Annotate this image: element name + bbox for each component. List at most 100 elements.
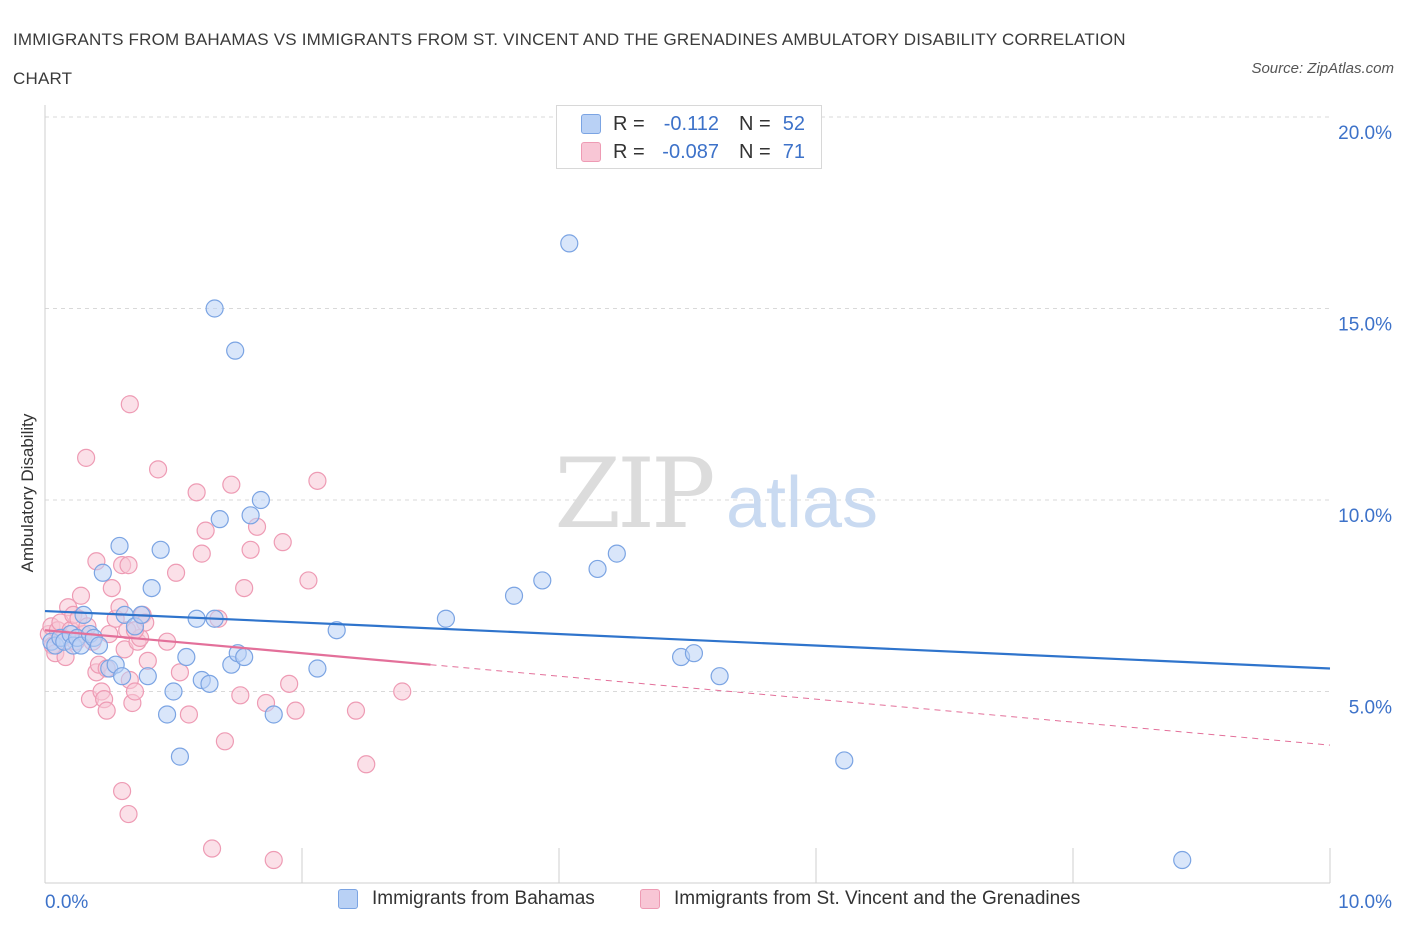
correlation-legend: R = -0.112 N = 52 R = -0.087 N = 71	[556, 105, 822, 169]
series-bahamas-points	[42, 234, 1192, 870]
data-point-svg	[102, 578, 121, 598]
data-point-bahamas	[327, 621, 346, 640]
data-point-bahamas	[74, 605, 93, 625]
y-axis-label: Ambulatory Disability	[18, 413, 37, 573]
data-point-bahamas	[164, 682, 183, 701]
chart-source: Source: ZipAtlas.com	[1251, 60, 1394, 77]
legend-swatch-blue	[338, 889, 358, 909]
chart-title: IMMIGRANTS FROM BAHAMAS VS IMMIGRANTS FR…	[13, 30, 1126, 88]
data-point-svg	[196, 521, 215, 540]
data-point-bahamas	[533, 571, 552, 590]
data-point-svg	[202, 839, 222, 858]
data-point-svg	[235, 578, 254, 598]
data-point-bahamas	[170, 747, 190, 766]
data-point-bahamas	[684, 644, 704, 663]
data-point-bahamas	[436, 609, 456, 628]
data-point-bahamas	[142, 578, 161, 598]
data-point-bahamas	[110, 536, 129, 556]
data-point-svg	[187, 483, 206, 502]
data-point-svg	[231, 686, 250, 705]
data-point-bahamas	[210, 510, 229, 529]
data-point-bahamas	[151, 540, 170, 559]
trend-line-bahamas	[44, 609, 1331, 670]
data-point-bahamas	[200, 674, 219, 693]
data-point-svg	[241, 540, 260, 559]
legend-item-bahamas: Immigrants from Bahamas	[338, 888, 595, 910]
data-point-svg	[264, 850, 283, 870]
series-legend: Immigrants from Bahamas Immigrants from …	[0, 888, 1406, 916]
legend-r-label: R =	[613, 140, 645, 163]
data-point-svg	[273, 533, 292, 552]
data-point-bahamas	[251, 490, 270, 510]
data-point-bahamas	[264, 705, 283, 724]
data-point-svg	[120, 395, 139, 414]
legend-swatch-blue	[581, 114, 601, 134]
data-point-bahamas	[588, 559, 607, 579]
legend-label-svg: Immigrants from St. Vincent and the Gren…	[674, 888, 1081, 909]
data-point-svg	[308, 471, 327, 490]
legend-r-label: R =	[613, 112, 645, 135]
data-point-svg	[148, 460, 168, 479]
data-point-svg	[77, 448, 96, 467]
data-point-svg	[179, 705, 199, 724]
data-point-bahamas	[607, 544, 626, 563]
data-point-bahamas	[112, 667, 132, 686]
data-point-svg	[286, 701, 305, 720]
data-point-svg	[346, 701, 366, 720]
watermark-zip: ZIP	[554, 438, 713, 550]
data-point-svg	[357, 755, 376, 774]
watermark: ZIP atlas	[554, 438, 878, 550]
data-point-bahamas	[308, 659, 327, 678]
data-point-svg	[166, 563, 186, 582]
data-point-bahamas	[205, 299, 224, 318]
data-point-svg	[393, 682, 412, 701]
data-point-bahamas	[504, 586, 524, 605]
x-tick-label: 0.0%	[45, 892, 88, 913]
data-point-bahamas	[835, 751, 854, 770]
y-tick-label: 15.0%	[1338, 315, 1392, 336]
y-tick-label: 10.0%	[1338, 506, 1392, 527]
legend-n-value: 71	[782, 140, 805, 163]
legend-swatch-pink	[640, 889, 660, 909]
y-tick-label: 20.0%	[1338, 123, 1392, 144]
data-point-svg	[125, 682, 145, 701]
trend-line-svg	[44, 629, 431, 666]
trend-lines	[44, 609, 1331, 746]
data-point-bahamas	[138, 667, 157, 686]
legend-n-label: N =	[739, 112, 771, 135]
data-point-bahamas	[1173, 850, 1192, 870]
y-tick-label: 5.0%	[1349, 698, 1392, 719]
legend-label-bahamas: Immigrants from Bahamas	[372, 888, 595, 909]
data-point-svg	[192, 544, 211, 563]
data-point-svg	[112, 781, 132, 801]
data-point-svg	[222, 475, 241, 494]
data-point-svg	[71, 586, 91, 605]
legend-item-svg: Immigrants from St. Vincent and the Gren…	[640, 888, 1080, 910]
legend-n-label: N =	[739, 140, 771, 163]
data-point-svg	[215, 732, 234, 751]
grid-lines	[45, 116, 1330, 692]
data-point-svg	[280, 674, 299, 693]
data-point-bahamas	[241, 506, 260, 525]
data-point-svg	[299, 571, 318, 590]
data-point-bahamas	[226, 341, 245, 360]
data-point-bahamas	[710, 667, 729, 686]
data-point-svg	[119, 556, 138, 575]
legend-n-value: 52	[782, 112, 805, 135]
trend-line-svg-extension	[430, 664, 1331, 746]
data-point-svg	[119, 804, 138, 824]
data-point-bahamas	[93, 563, 112, 582]
data-point-bahamas	[89, 636, 109, 655]
data-point-bahamas	[157, 705, 177, 724]
legend-swatch-pink	[581, 142, 601, 162]
data-point-bahamas	[560, 234, 579, 253]
axes	[44, 105, 1331, 884]
x-tick-label: 10.0%	[1338, 892, 1392, 913]
data-point-svg	[97, 701, 116, 720]
legend-r-value: -0.087	[662, 140, 719, 163]
legend-row-svg: R = -0.087 N = 71	[581, 140, 805, 164]
data-point-bahamas	[177, 647, 196, 667]
watermark-atlas: atlas	[726, 463, 878, 543]
data-point-svg	[170, 663, 190, 682]
data-point-bahamas	[235, 647, 254, 667]
